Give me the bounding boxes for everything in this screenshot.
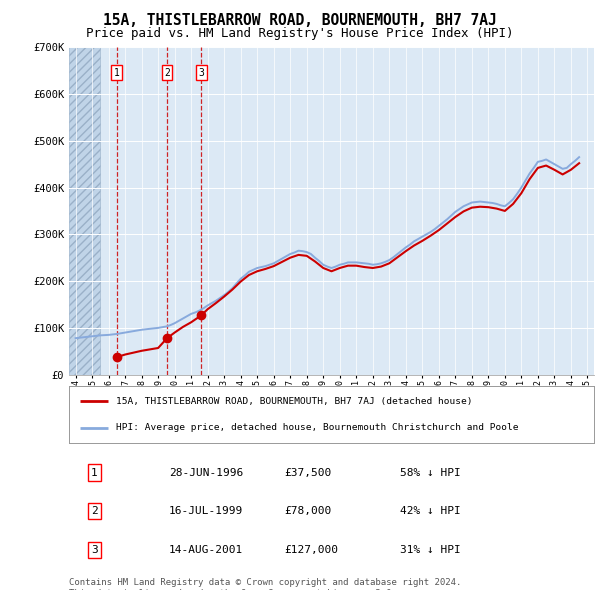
- Text: £37,500: £37,500: [284, 468, 331, 477]
- Text: 1: 1: [91, 468, 98, 477]
- Text: 31% ↓ HPI: 31% ↓ HPI: [400, 545, 461, 555]
- Text: £127,000: £127,000: [284, 545, 338, 555]
- Text: Price paid vs. HM Land Registry's House Price Index (HPI): Price paid vs. HM Land Registry's House …: [86, 27, 514, 40]
- Text: 3: 3: [199, 68, 205, 78]
- Text: 1: 1: [114, 68, 119, 78]
- Bar: [69, 47, 100, 375]
- Text: £78,000: £78,000: [284, 506, 331, 516]
- Text: 2: 2: [164, 68, 170, 78]
- Text: 15A, THISTLEBARROW ROAD, BOURNEMOUTH, BH7 7AJ (detached house): 15A, THISTLEBARROW ROAD, BOURNEMOUTH, BH…: [116, 396, 473, 405]
- Text: 3: 3: [91, 545, 98, 555]
- Text: Contains HM Land Registry data © Crown copyright and database right 2024.
This d: Contains HM Land Registry data © Crown c…: [69, 578, 461, 590]
- Text: 2: 2: [91, 506, 98, 516]
- Text: 15A, THISTLEBARROW ROAD, BOURNEMOUTH, BH7 7AJ: 15A, THISTLEBARROW ROAD, BOURNEMOUTH, BH…: [103, 13, 497, 28]
- Text: 58% ↓ HPI: 58% ↓ HPI: [400, 468, 461, 477]
- Text: 28-JUN-1996: 28-JUN-1996: [169, 468, 243, 477]
- Text: HPI: Average price, detached house, Bournemouth Christchurch and Poole: HPI: Average price, detached house, Bour…: [116, 424, 519, 432]
- Text: 42% ↓ HPI: 42% ↓ HPI: [400, 506, 461, 516]
- Text: 16-JUL-1999: 16-JUL-1999: [169, 506, 243, 516]
- Text: 14-AUG-2001: 14-AUG-2001: [169, 545, 243, 555]
